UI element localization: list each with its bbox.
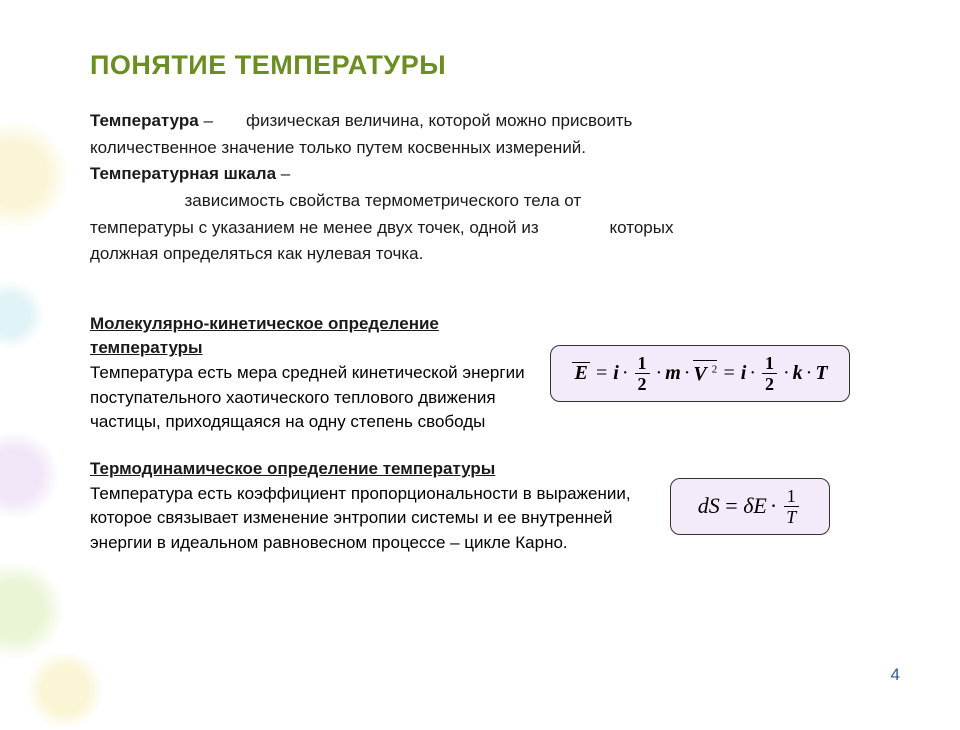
molecular-body: Температура есть мера средней кинетическ… bbox=[90, 361, 530, 435]
def-scale-line1: зависимость свойства термометрического т… bbox=[90, 189, 900, 214]
thermo-heading: Термодинамическое определение температур… bbox=[90, 457, 650, 482]
formula-mean-energy: E bbox=[572, 362, 589, 385]
formula-kinetic-energy: E = i · 1 2 · m · V 2 = i · 1 2 · bbox=[550, 345, 850, 402]
def-scale: Температурная шкала – bbox=[90, 162, 900, 187]
page-title: ПОНЯТИЕ ТЕМПЕРАТУРЫ bbox=[90, 50, 900, 81]
term-temperature: Температура bbox=[90, 111, 199, 130]
def-scale-line3: должная определяться как нулевая точка. bbox=[90, 242, 900, 267]
page-number: 4 bbox=[891, 665, 900, 685]
formula-entropy: dS = δE · 1 T bbox=[670, 478, 830, 535]
def-temperature: Температура – физическая величина, котор… bbox=[90, 109, 900, 134]
molecular-heading: Молекулярно-кинетическое определение тем… bbox=[90, 312, 530, 361]
thermodynamic-text: Термодинамическое определение температур… bbox=[90, 457, 650, 556]
thermodynamic-block: Термодинамическое определение температур… bbox=[90, 457, 900, 556]
slide-content: ПОНЯТИЕ ТЕМПЕРАТУРЫ Температура – физиче… bbox=[0, 0, 960, 720]
molecular-kinetic-block: Молекулярно-кинетическое определение тем… bbox=[90, 312, 900, 435]
one-half-frac-2: 1 2 bbox=[762, 354, 777, 393]
thermo-body: Температура есть коэффициент пропорциона… bbox=[90, 482, 650, 556]
term-scale: Температурная шкала bbox=[90, 164, 276, 183]
def-scale-line2: температуры с указанием не менее двух то… bbox=[90, 216, 900, 241]
formula-v-squared: V 2 bbox=[693, 360, 717, 386]
def-temperature-cont: количественное значение только путем кос… bbox=[90, 136, 900, 161]
one-half-frac: 1 2 bbox=[635, 354, 650, 393]
molecular-kinetic-text: Молекулярно-кинетическое определение тем… bbox=[90, 312, 530, 435]
intro-block: Температура – физическая величина, котор… bbox=[90, 109, 900, 267]
one-over-T: 1 T bbox=[783, 487, 799, 526]
